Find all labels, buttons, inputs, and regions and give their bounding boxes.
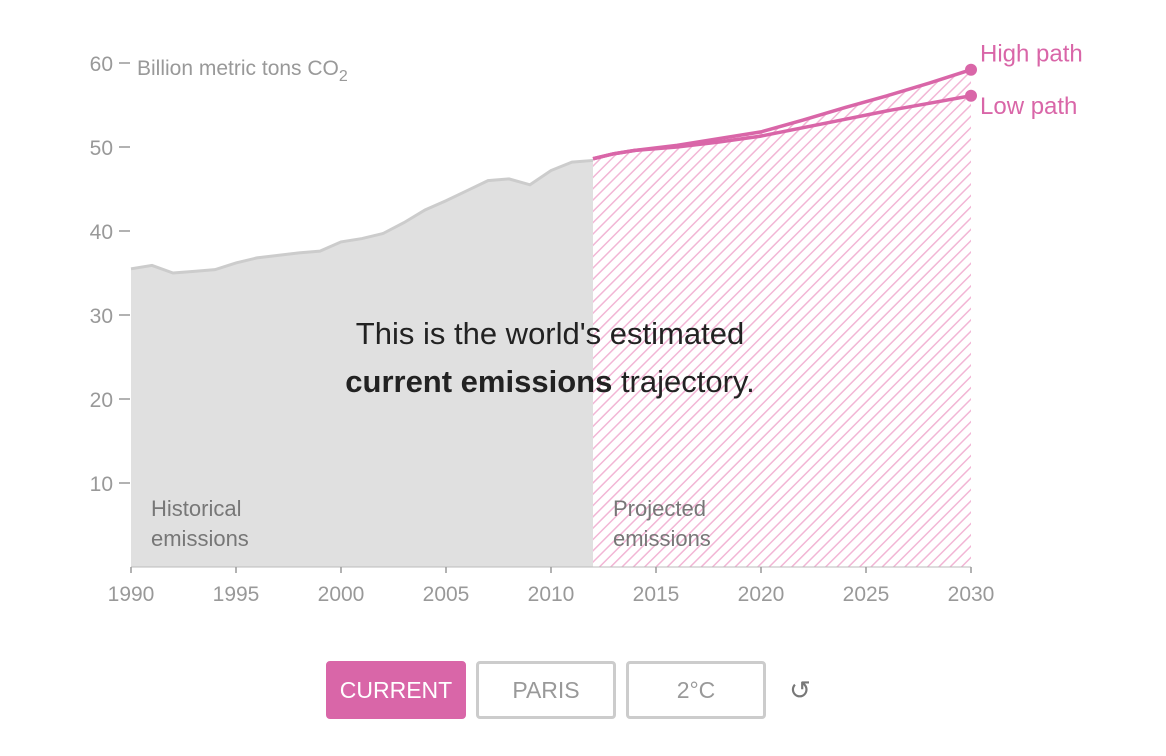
projected-label-line1: Projected (613, 496, 706, 521)
x-tick-label: 2030 (948, 583, 995, 606)
x-tick-label: 1990 (108, 583, 155, 606)
high-path-endpoint (965, 63, 977, 76)
y-tick-label: 20 (90, 389, 113, 412)
historical-area (131, 160, 593, 567)
two-degrees-button[interactable]: 2°C (626, 661, 766, 719)
emissions-chart: 1990 1995 2000 2005 2010 2015 2020 2025 20301020… (90, 41, 1083, 606)
x-tick-label: 2020 (738, 583, 785, 606)
high-path-label: High path (980, 41, 1083, 68)
historical-line (130, 158, 594, 275)
historical-label-line2: emissions (151, 526, 249, 551)
x-tick-label: 2000 (318, 583, 365, 606)
projected-area (593, 69, 971, 567)
low-path-label: Low path (980, 93, 1077, 120)
y-tick-label: 50 (90, 137, 113, 160)
y-tick-label: 60 (90, 53, 113, 76)
x-tick-label: 2005 (423, 583, 470, 606)
annotation-line1: This is the world's estimated (355, 316, 745, 351)
annotation-rest: trajectory. (620, 364, 755, 399)
low-path-endpoint (965, 89, 977, 102)
y-unit-label: Billion metric tons CO2 (137, 57, 348, 85)
x-tick-label: 1995 (213, 583, 260, 606)
y-tick-label: 30 (90, 305, 113, 328)
reset-icon[interactable]: ↺ (789, 674, 811, 705)
projected-label-line2: emissions (613, 526, 711, 551)
paris-button[interactable]: PARIS (476, 661, 616, 719)
y-tick-label: 10 (90, 473, 113, 496)
high-path-line (592, 68, 972, 161)
x-tick-label: 2010 (528, 583, 575, 606)
y-tick-label: 40 (90, 221, 113, 244)
x-tick-label: 2015 (633, 583, 680, 606)
annotation-bold: current emissions (345, 364, 613, 399)
historical-label-line1: Historical (151, 496, 241, 521)
chart-annotation: This is the world's estimated current em… (300, 310, 800, 406)
annotation-line2: current emissions trajectory. (300, 358, 800, 406)
x-tick-label: 2025 (843, 583, 890, 606)
current-button[interactable]: CURRENT (326, 661, 466, 719)
